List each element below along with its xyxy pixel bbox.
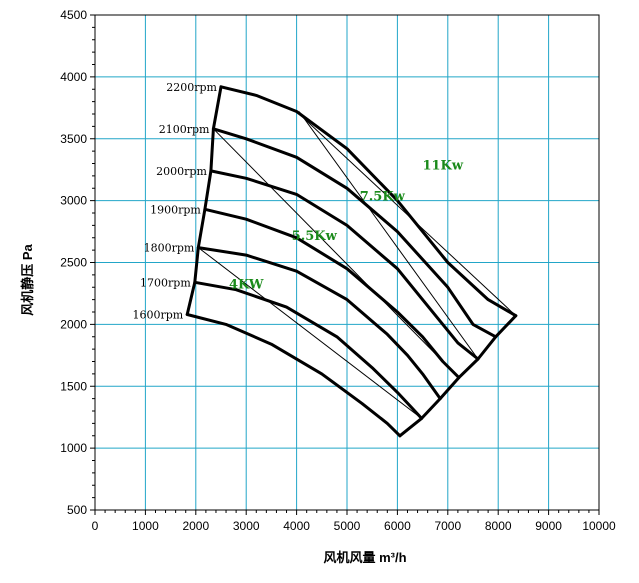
x-tick-label: 0: [92, 519, 99, 533]
x-tick-label: 8000: [485, 519, 512, 533]
power-label: 7.5Kw: [360, 190, 406, 205]
x-tick-label: 3000: [233, 519, 260, 533]
speed-label: 1700rpm: [140, 276, 191, 289]
speed-label: 2200rpm: [166, 81, 217, 94]
y-tick-label: 500: [67, 503, 87, 517]
grid: [95, 15, 599, 510]
speed-label: 1600rpm: [132, 308, 183, 321]
y-tick-label: 1500: [60, 379, 87, 393]
speed-label: 1800rpm: [144, 242, 195, 255]
boundaries: [185, 85, 518, 438]
power-line: [197, 247, 422, 419]
power-label: 5.5Kw: [292, 229, 338, 244]
speed-label: 1900rpm: [150, 203, 201, 216]
speed-label: 2100rpm: [159, 123, 210, 136]
x-tick-label: 1000: [132, 519, 159, 533]
y-tick-label: 2000: [60, 317, 87, 331]
speed-curve: [219, 85, 518, 318]
x-tick-label: 6000: [384, 519, 411, 533]
y-axis-title: 风机静压 Pa: [20, 243, 35, 315]
speed-curve: [193, 280, 424, 420]
speed-curve: [196, 246, 442, 401]
curve-labels: 4KW 5.5Kw 7.5Kw 11Kw 2200rpm 2100rpm 2000rpm 19…: [132, 81, 463, 322]
speed-curve: [209, 169, 480, 361]
speed-label: 2000rpm: [156, 165, 207, 178]
x-tick-label: 7000: [434, 519, 461, 533]
y-tick-label: 4500: [60, 8, 87, 22]
y-tick-label: 3000: [60, 194, 87, 208]
max-flow-boundary: [398, 314, 518, 438]
x-tick-label: 5000: [334, 519, 361, 533]
power-line: [213, 128, 460, 378]
speed-curves: [185, 85, 518, 438]
x-tick-label: 9000: [535, 519, 562, 533]
speed-curve: [185, 313, 402, 438]
y-axis-ticks: 500 1000 1500 2000 2500 3000 3500 4000 4500: [60, 8, 95, 517]
power-label: 11Kw: [422, 159, 463, 174]
x-tick-label: 10000: [582, 519, 616, 533]
x-axis-title: 风机风量 m³/h: [323, 550, 406, 565]
speed-curve: [203, 207, 461, 380]
x-tick-label: 4000: [283, 519, 310, 533]
power-label: 4KW: [229, 277, 264, 292]
y-tick-label: 3500: [60, 132, 87, 146]
x-tick-label: 2000: [182, 519, 209, 533]
x-axis-ticks: 0 1000 2000 3000 4000 5000 6000 7000 8000 9000 100…: [92, 510, 616, 533]
y-tick-label: 1000: [60, 441, 87, 455]
y-tick-label: 4000: [60, 70, 87, 84]
speed-curve: [211, 127, 498, 339]
min-flow-boundary: [185, 85, 223, 316]
power-line: [298, 111, 479, 360]
y-tick-label: 2500: [60, 256, 87, 270]
